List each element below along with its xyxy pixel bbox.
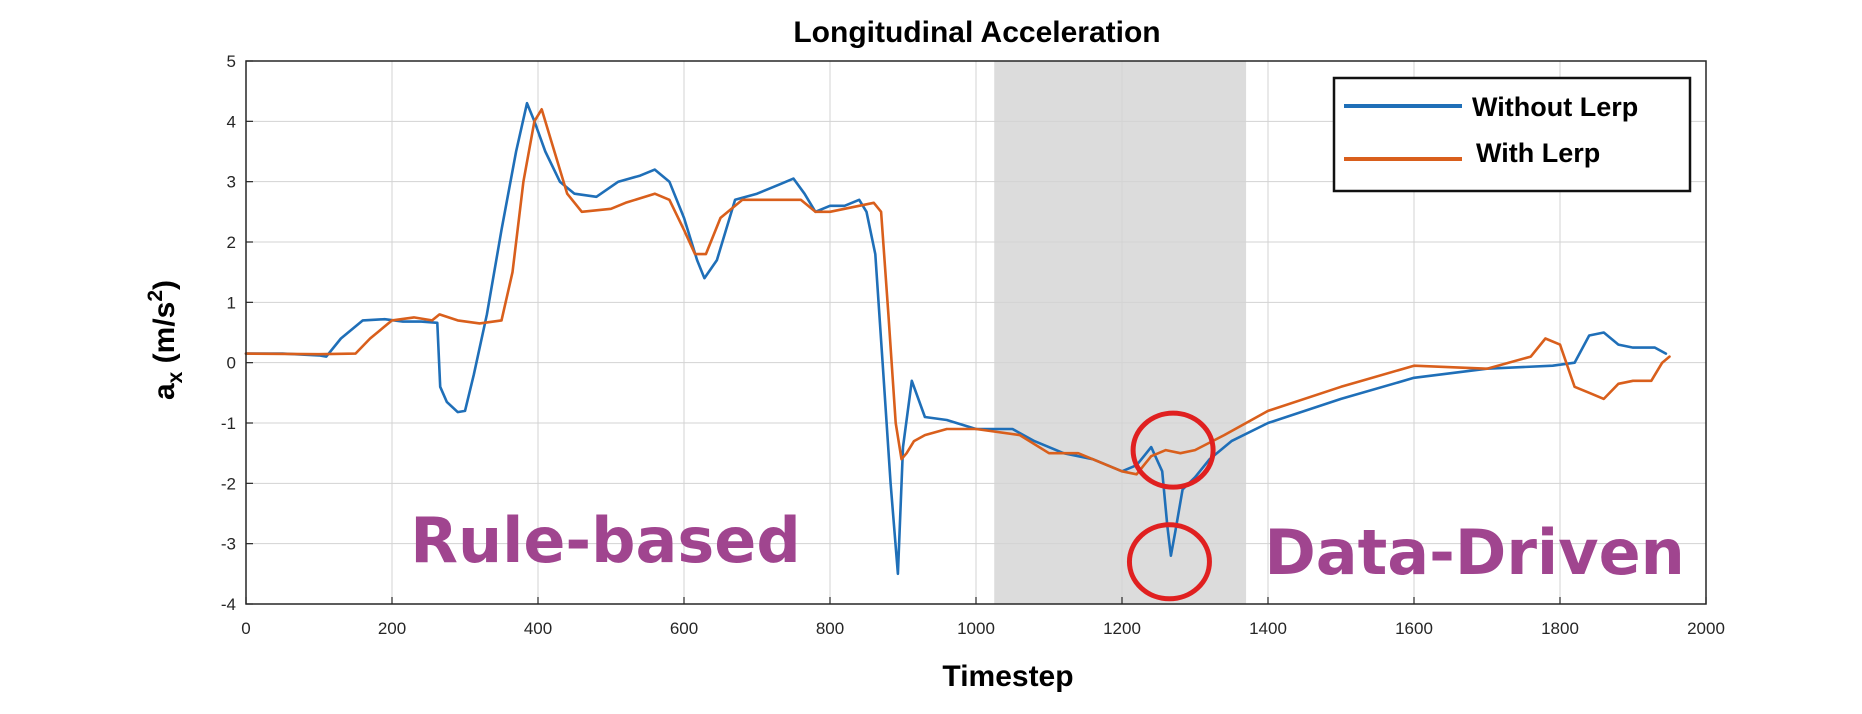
x-tick-label: 1200: [1103, 619, 1141, 638]
y-axis-label: ax (m/s2): [144, 280, 187, 400]
x-tick-label: 0: [241, 619, 250, 638]
x-tick-label: 1400: [1249, 619, 1287, 638]
y-tick-label: 0: [227, 354, 236, 373]
y-tick-label: 3: [227, 173, 236, 192]
y-axis-label-unit-open: (m/s: [148, 302, 181, 372]
x-axis-label: Timestep: [942, 660, 1073, 693]
x-tick-label: 1600: [1395, 619, 1433, 638]
y-axis-label-unit-sup: 2: [144, 290, 167, 302]
series-line-with-lerp: [244, 108, 1671, 476]
y-tick-label: -3: [221, 535, 236, 554]
highlight-circle: [1130, 410, 1216, 490]
legend-label-without-lerp: Without Lerp: [1472, 92, 1638, 122]
x-tick-label: 1800: [1541, 619, 1579, 638]
y-tick-label: 2: [227, 233, 236, 252]
annotation-rule-based: Rule-based: [410, 504, 800, 577]
y-axis-label-main: a: [148, 383, 181, 400]
shaded-region: [994, 61, 1247, 604]
x-tick-label: 800: [816, 619, 844, 638]
y-tick-label: -1: [221, 414, 236, 433]
y-tick-label: 5: [227, 52, 236, 71]
legend: Without Lerp With Lerp: [1332, 76, 1692, 193]
chart-title: Longitudinal Acceleration: [793, 16, 1160, 49]
x-tick-label: 2000: [1687, 619, 1725, 638]
x-tick-label: 1000: [957, 619, 995, 638]
legend-label-with-lerp: With Lerp: [1476, 138, 1600, 168]
x-tick-label: 600: [670, 619, 698, 638]
y-tick-label: -2: [221, 474, 236, 493]
y-tick-label: 1: [227, 293, 236, 312]
x-tick-label: 200: [378, 619, 406, 638]
y-tick-label: -4: [221, 595, 236, 614]
y-axis-label-unit-close: ): [148, 280, 181, 290]
highlight-circle: [1126, 522, 1212, 602]
legend-box: [1332, 76, 1692, 193]
x-tick-label: 400: [524, 619, 552, 638]
annotation-data-driven: Data-Driven: [1264, 516, 1684, 589]
y-axis-label-sub: x: [164, 371, 187, 383]
y-tick-label: 4: [227, 112, 236, 131]
